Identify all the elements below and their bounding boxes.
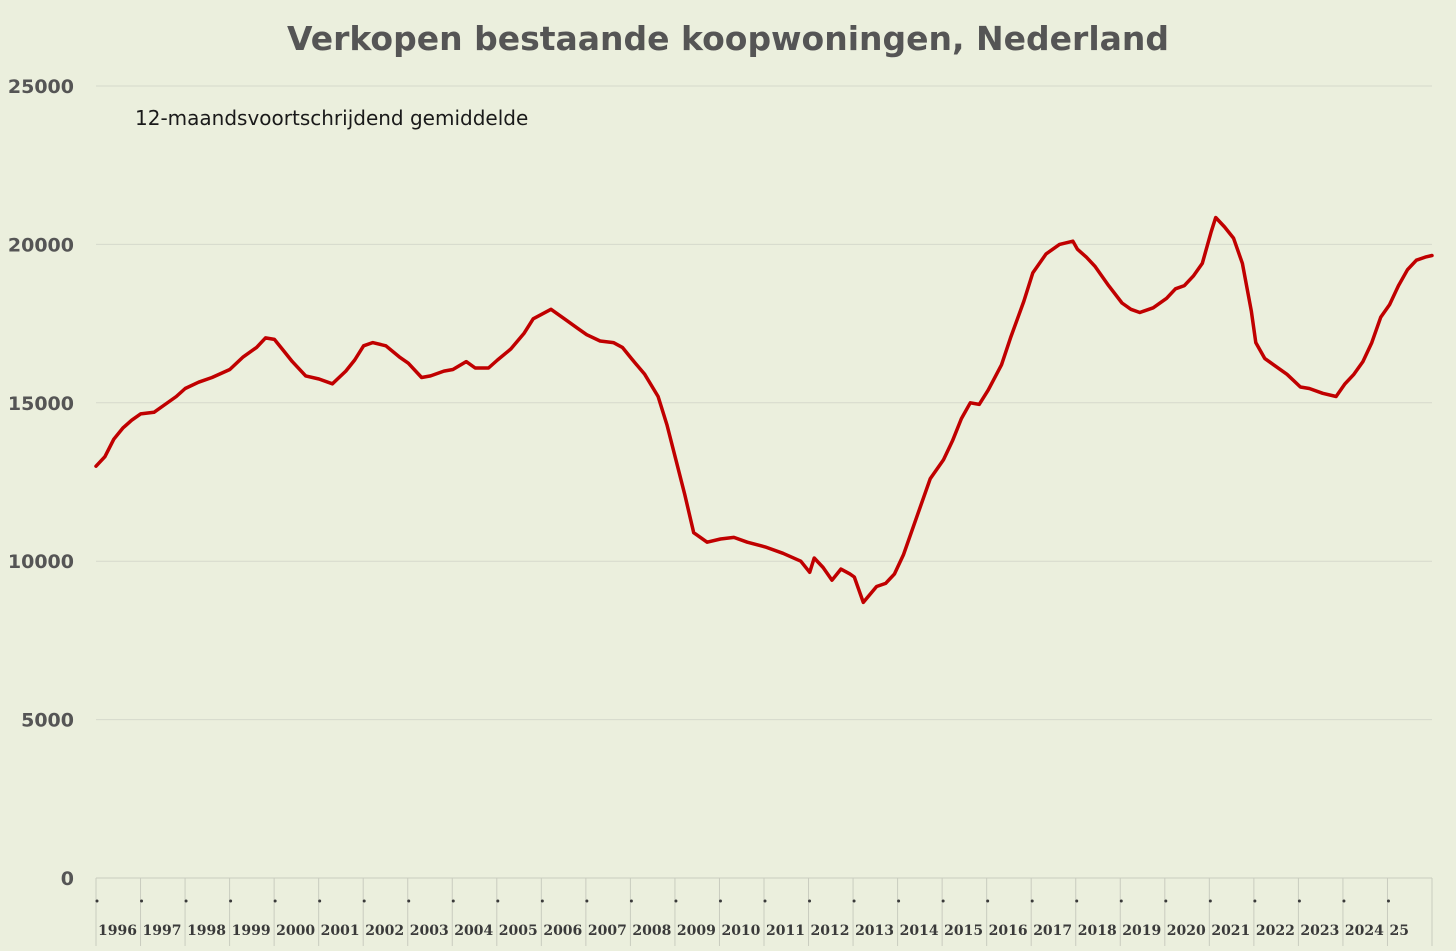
x-tick-label: 2011 [766, 923, 805, 939]
x-tick-dot [140, 899, 144, 903]
x-tick-label: 2007 [588, 923, 627, 939]
x-tick-label: 1996 [98, 923, 137, 939]
x-tick-dot [674, 899, 678, 903]
x-tick-dot [1297, 899, 1301, 903]
x-tick-dot [318, 899, 322, 903]
x-tick-label: 2003 [410, 923, 449, 939]
x-tick-label: 2022 [1256, 923, 1295, 939]
y-tick-label: 20000 [8, 234, 74, 256]
series-layer [94, 215, 1434, 605]
x-tick-label: 2015 [944, 923, 983, 939]
x-tick-dot [986, 899, 990, 903]
x-tick-dot [718, 899, 722, 903]
x-tick-dot [1208, 899, 1212, 903]
x-tick-label: 1997 [143, 923, 182, 939]
x-tick-dot [1075, 899, 1079, 903]
x-tick-dot [273, 899, 277, 903]
x-tick-dot [629, 899, 633, 903]
x-tick-dot [540, 899, 544, 903]
x-tick-dot [95, 899, 99, 903]
x-tick-dot [496, 899, 500, 903]
y-tick-label: 15000 [8, 393, 74, 415]
chart-subtitle: 12-maandsvoortschrijdend gemiddelde [135, 106, 528, 130]
y-tick-label: 10000 [8, 551, 74, 573]
x-tick-label: 2000 [276, 923, 315, 939]
x-tick-label: 2006 [543, 923, 582, 939]
x-tick-dot [808, 899, 812, 903]
x-tick-dot [852, 899, 856, 903]
chart-title: Verkopen bestaande koopwoningen, Nederla… [287, 19, 1169, 58]
x-tick-label: 2004 [454, 923, 493, 939]
x-tick-label: 2008 [632, 923, 671, 939]
x-tick-dot [184, 899, 188, 903]
x-tick-label: 2024 [1345, 923, 1384, 939]
y-tick-label: 0 [61, 868, 74, 890]
y-axis-tick-labels: 0 5000 10000 15000 20000 25000 [8, 76, 74, 890]
x-tick-dot [1119, 899, 1123, 903]
x-tick-dot [1386, 899, 1390, 903]
x-tick-dot [1253, 899, 1257, 903]
y-tick-label: 25000 [8, 76, 74, 98]
x-tick-dot [229, 899, 233, 903]
x-axis-tick-labels: 1996 1997 1998 1999 2000 2001 2002 2003 2004 2005… [95, 878, 1433, 946]
x-tick-label: 1999 [232, 923, 271, 939]
x-tick-label: 25 [1389, 923, 1408, 939]
x-tick-dot [407, 899, 411, 903]
x-tick-dot [941, 899, 945, 903]
x-tick-label: 2013 [855, 923, 894, 939]
x-tick-label: 2018 [1078, 923, 1117, 939]
x-tick-dot [763, 899, 767, 903]
gridlines [96, 85, 1432, 879]
x-tick-label: 2014 [900, 923, 939, 939]
x-tick-label: 2017 [1033, 923, 1072, 939]
x-tick-label: 1998 [187, 923, 226, 939]
x-tick-label: 2001 [321, 923, 360, 939]
x-tick-label: 2010 [721, 923, 760, 939]
x-tick-dot [585, 899, 589, 903]
x-tick-dot [1164, 899, 1168, 903]
x-tick-label: 2021 [1211, 923, 1250, 939]
x-tick-label: 2002 [365, 923, 404, 939]
x-tick-label: 2016 [989, 923, 1028, 939]
x-tick-dot [362, 899, 366, 903]
y-tick-label: 5000 [21, 710, 74, 732]
x-tick-label: 2019 [1122, 923, 1161, 939]
x-tick-dot [1342, 899, 1346, 903]
series-line [94, 215, 1434, 605]
x-tick-label: 2020 [1167, 923, 1206, 939]
x-tick-label: 2023 [1300, 923, 1339, 939]
x-tick-label: 2009 [677, 923, 716, 939]
x-tick-dot [451, 899, 455, 903]
x-tick-label: 2005 [499, 923, 538, 939]
x-tick-label: 2012 [811, 923, 850, 939]
x-tick-dot [1030, 899, 1034, 903]
x-tick-dot [897, 899, 901, 903]
